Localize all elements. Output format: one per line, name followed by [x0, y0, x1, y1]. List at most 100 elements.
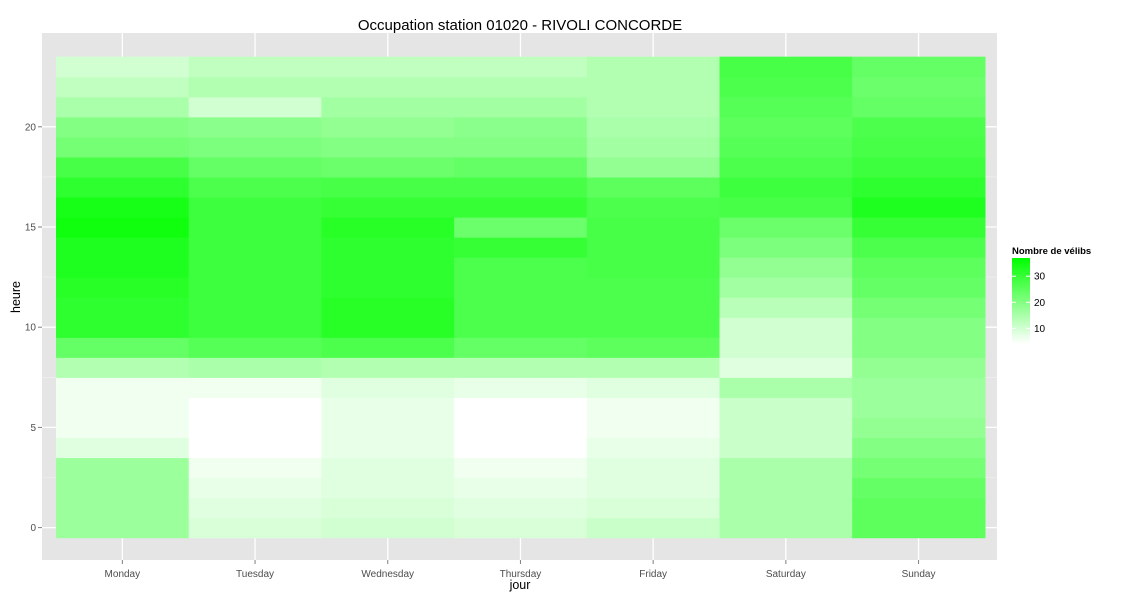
- heatmap-cell: [586, 517, 721, 539]
- heatmap-cell: [454, 136, 588, 158]
- heatmap-cell: [321, 457, 455, 479]
- heatmap-cell: [454, 497, 588, 519]
- heatmap-cell: [454, 156, 588, 178]
- heatmap-cell: [586, 257, 721, 278]
- heatmap-cell: [188, 277, 322, 298]
- heatmap-cell: [586, 397, 721, 418]
- heatmap-cell: [321, 156, 455, 178]
- heatmap-cell: [56, 477, 190, 499]
- heatmap-cell: [719, 156, 853, 178]
- chart-title: Occupation station 01020 - RIVOLI CONCOR…: [358, 17, 682, 34]
- heatmap-cell: [586, 437, 721, 459]
- heatmap-cell: [454, 96, 588, 118]
- heatmap-cell: [188, 136, 322, 158]
- heatmap-cell: [852, 237, 986, 258]
- heatmap-cell: [454, 377, 588, 398]
- heatmap-cell: [586, 76, 721, 98]
- x-axis: Monday Tuesday Wednesday Thursday Friday Satu…: [105, 560, 936, 580]
- heatmap-cell: [321, 76, 455, 98]
- heatmap-cell: [321, 477, 455, 499]
- heatmap-cell: [454, 257, 588, 278]
- heatmap-cell: [321, 277, 455, 298]
- heatmap-cell: [454, 317, 588, 338]
- legend: Nombre de vélibs 10 20 30: [1012, 246, 1091, 344]
- heatmap-cell: [852, 317, 986, 338]
- x-tick-label: Saturday: [766, 569, 806, 580]
- heatmap-cell: [188, 377, 322, 398]
- heatmap-cell: [719, 116, 853, 138]
- heatmap-cell: [719, 297, 853, 318]
- legend-ticks: 10 20 30: [1012, 272, 1046, 335]
- heatmap-cell: [719, 317, 853, 338]
- y-tick-label: 0: [30, 523, 36, 534]
- heatmap-cell: [321, 377, 455, 398]
- heatmap-cell: [852, 156, 986, 178]
- heatmap-cell: [454, 457, 588, 479]
- heatmap-cell: [321, 437, 455, 459]
- y-axis: 0 5 10 15 20: [25, 122, 42, 534]
- y-tick-label: 10: [25, 323, 37, 334]
- heatmap-cell: [586, 237, 721, 258]
- heatmap-cell: [454, 477, 588, 499]
- heatmap-cell: [852, 196, 986, 218]
- heatmap-cell: [56, 116, 190, 138]
- heatmap-cell: [852, 497, 986, 519]
- y-tick-label: 20: [25, 122, 37, 133]
- heatmap-cell: [719, 397, 853, 418]
- heatmap-cell: [454, 216, 588, 238]
- heatmap-cell: [56, 56, 190, 78]
- heatmap-cell: [454, 277, 588, 298]
- heatmap-cell: [56, 257, 190, 278]
- heatmap-cell: [852, 477, 986, 499]
- heatmap-cell: [719, 477, 853, 499]
- heatmap-cell: [586, 196, 721, 218]
- heatmap-cell: [321, 517, 455, 539]
- heatmap-cell: [56, 76, 190, 98]
- heatmap-cell: [56, 277, 190, 298]
- heatmap-cell: [56, 377, 190, 398]
- heatmap-cell: [586, 136, 721, 158]
- x-tick-label: Sunday: [902, 569, 936, 580]
- heatmap-cell: [188, 517, 322, 539]
- heatmap-cell: [321, 96, 455, 118]
- x-tick-label: Friday: [639, 569, 667, 580]
- heatmap-cell: [188, 76, 322, 98]
- heatmap-cell: [719, 196, 853, 218]
- heatmap-cell: [56, 497, 190, 519]
- heatmap-cell: [321, 257, 455, 278]
- heatmap-cell: [56, 417, 190, 439]
- heatmap-cell: [454, 196, 588, 218]
- heatmap-cell: [56, 196, 190, 218]
- heatmap-cell: [719, 497, 853, 519]
- heatmap-cell: [852, 297, 986, 318]
- heatmap-cell: [321, 317, 455, 338]
- heatmap-cell: [719, 337, 853, 358]
- heatmap-cell: [321, 136, 455, 158]
- heatmap-cell: [454, 357, 588, 378]
- heatmap-cell: [56, 136, 190, 158]
- heatmap-cell: [321, 176, 455, 198]
- heatmap-cell: [852, 257, 986, 278]
- heatmap-cell: [454, 56, 588, 78]
- y-tick-label: 15: [25, 223, 37, 234]
- y-tick-label: 5: [30, 423, 36, 434]
- heatmap-cell: [321, 237, 455, 258]
- heatmap-cell: [321, 397, 455, 418]
- heatmap-cell: [188, 337, 322, 358]
- heatmap-cell: [852, 457, 986, 479]
- heatmap-cell: [188, 417, 322, 439]
- heatmap-cell: [188, 96, 322, 118]
- heatmap-cell: [188, 56, 322, 78]
- heatmap-cell: [188, 497, 322, 519]
- heatmap-cell: [586, 176, 721, 198]
- heatmap-cell: [188, 477, 322, 499]
- heatmap-cell: [454, 337, 588, 358]
- heatmap-cell: [586, 457, 721, 479]
- heatmap-cell: [56, 517, 190, 539]
- heatmap-cell: [719, 216, 853, 238]
- heatmap-cell: [56, 337, 190, 358]
- heatmap-cell: [586, 357, 721, 378]
- heatmap-cell: [56, 176, 190, 198]
- heatmap-cell: [454, 437, 588, 459]
- heatmap-cell: [719, 457, 853, 479]
